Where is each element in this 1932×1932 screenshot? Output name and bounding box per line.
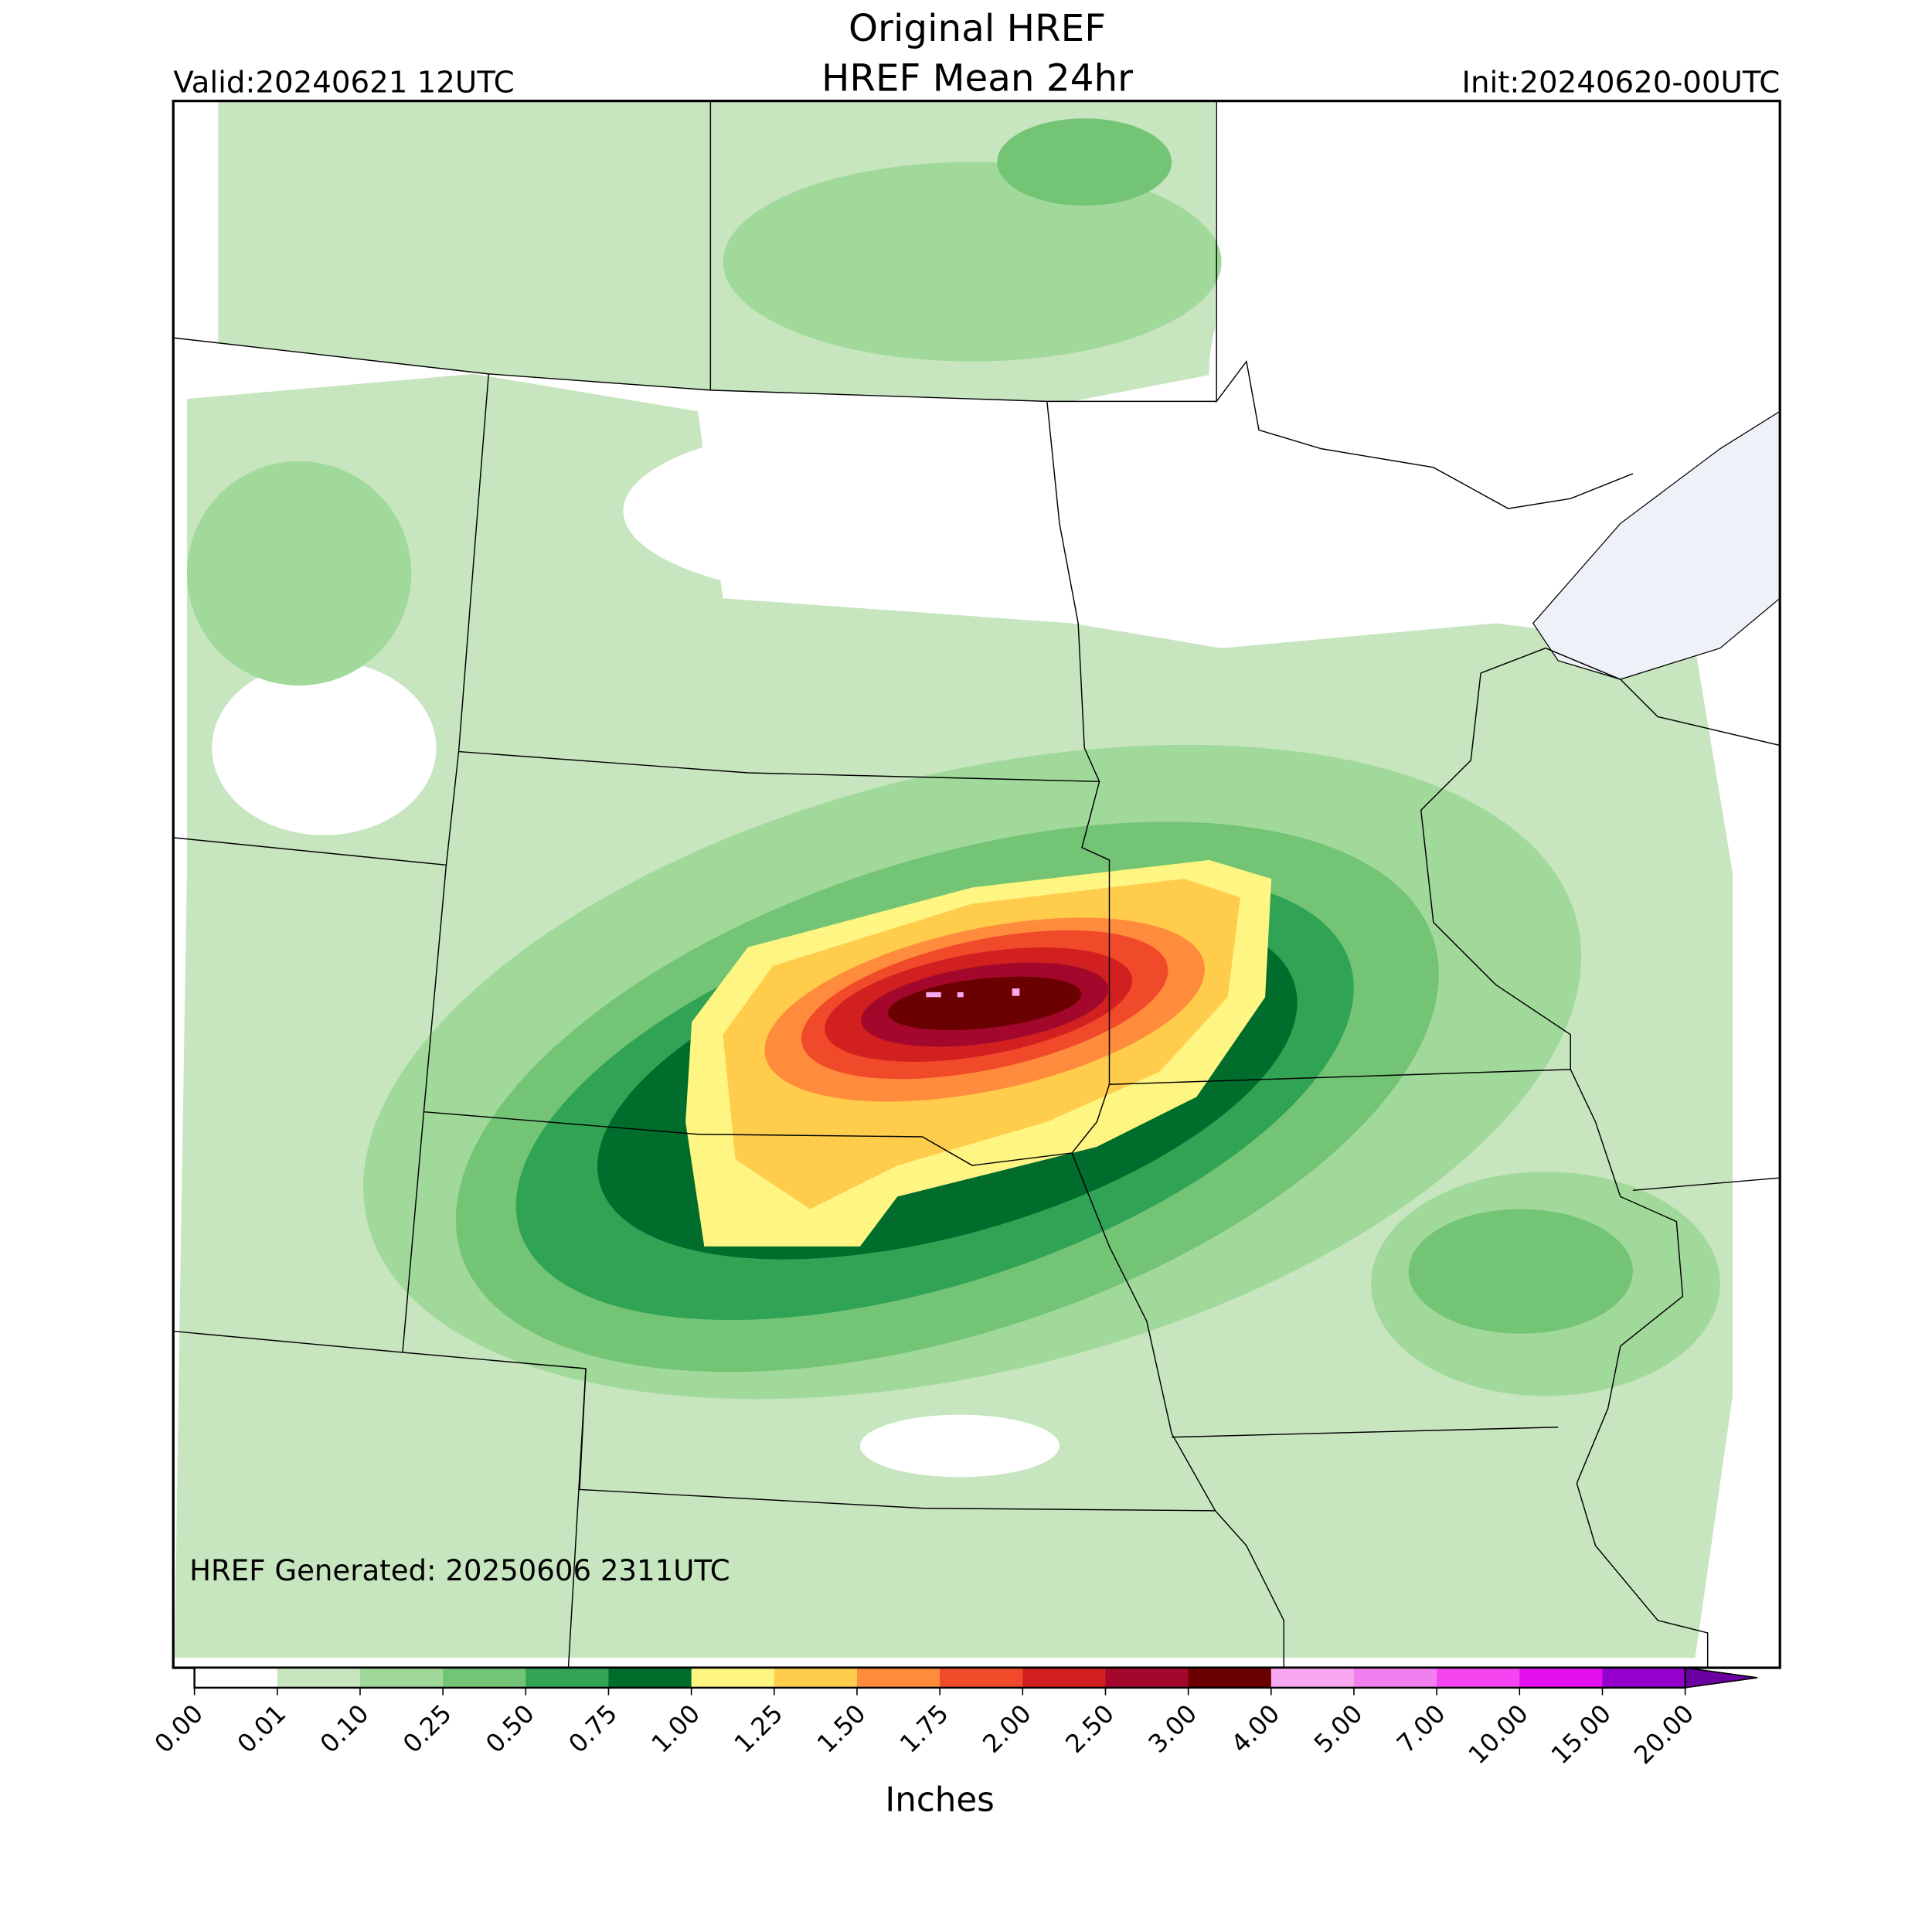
state-border bbox=[1071, 1152, 1216, 1512]
colorbar-tick-label: 2.50 bbox=[1060, 1699, 1120, 1759]
colorbar-tick-label: 4.00 bbox=[1226, 1699, 1286, 1759]
colorbar-tick-label: 0.00 bbox=[149, 1699, 209, 1759]
colorbar-bin bbox=[1022, 1668, 1106, 1688]
state-border bbox=[1172, 1427, 1559, 1438]
colorbar-tick-label: 20.00 bbox=[1628, 1699, 1699, 1770]
colorbar-label: Inches bbox=[885, 1781, 994, 1820]
valid-time: Valid:20240621 12UTC bbox=[173, 65, 514, 100]
colorbar-tick-label: 15.00 bbox=[1546, 1699, 1617, 1770]
colorbar-bin bbox=[1188, 1668, 1272, 1688]
colorbar-bin bbox=[359, 1668, 444, 1688]
precip-area bbox=[212, 660, 437, 835]
precip-area bbox=[1408, 1209, 1633, 1334]
colorbar-tick-label: 0.75 bbox=[563, 1699, 623, 1759]
colorbar-bin bbox=[1602, 1668, 1686, 1688]
precip-area bbox=[997, 118, 1172, 206]
colorbar-tick-label: 0.01 bbox=[232, 1699, 292, 1759]
colorbar: 0.00 0.01 0.10 0.25 0.50 0.75 1.00 1.25 1.50 1.75… bbox=[149, 1666, 1758, 1770]
state-border bbox=[1480, 647, 1781, 747]
precip-area bbox=[623, 423, 1122, 599]
borders bbox=[173, 100, 1781, 1668]
state-border bbox=[1420, 672, 1709, 1668]
state-border bbox=[1632, 1177, 1781, 1192]
precip-area bbox=[1209, 149, 1781, 599]
precip-area bbox=[723, 162, 1222, 362]
generated-note: HREF Generated: 20250606 2311UTC bbox=[189, 1554, 730, 1587]
lake bbox=[1532, 410, 1781, 680]
state-border bbox=[458, 750, 1100, 783]
init-time: Init:20240620-00UTC bbox=[1462, 65, 1781, 100]
precip-area bbox=[957, 992, 964, 998]
precip-area bbox=[1012, 988, 1020, 996]
colorbar-tick-label: 0.10 bbox=[315, 1699, 375, 1759]
title: Original HREF bbox=[849, 7, 1106, 50]
colorbar-bin bbox=[443, 1668, 526, 1688]
precip-field bbox=[174, 102, 1781, 1658]
colorbar-tick-label: 0.25 bbox=[397, 1699, 457, 1759]
colorbar-tick-label: 2.00 bbox=[977, 1699, 1037, 1759]
colorbar-bin bbox=[194, 1668, 278, 1688]
state-border bbox=[1216, 100, 1634, 509]
colorbar-extend bbox=[1684, 1667, 1758, 1689]
colorbar-tick-label: 0.50 bbox=[480, 1699, 540, 1759]
colorbar-bin bbox=[1270, 1668, 1355, 1688]
colorbar-bin bbox=[1353, 1668, 1437, 1688]
colorbar-tick-label: 1.75 bbox=[894, 1699, 954, 1759]
colorbar-bin bbox=[774, 1668, 858, 1688]
precip-area bbox=[859, 1414, 1060, 1478]
colorbar-bin bbox=[1105, 1668, 1189, 1688]
colorbar-bin bbox=[277, 1668, 361, 1688]
colorbar-tick-label: 5.00 bbox=[1308, 1699, 1369, 1759]
colorbar-tick-label: 10.00 bbox=[1463, 1699, 1534, 1770]
state-border bbox=[1046, 401, 1111, 1085]
colorbar-bin bbox=[1519, 1668, 1603, 1688]
colorbar-bin bbox=[691, 1668, 775, 1688]
colorbar-bin bbox=[526, 1668, 609, 1688]
state-border bbox=[1109, 1069, 1571, 1085]
subtitle: HREF Mean 24hr bbox=[821, 57, 1133, 100]
colorbar-bin bbox=[940, 1668, 1023, 1688]
state-border bbox=[423, 1083, 1111, 1166]
precip-area bbox=[186, 461, 412, 686]
colorbar-bin bbox=[856, 1668, 940, 1688]
colorbar-tick-label: 1.25 bbox=[729, 1699, 789, 1759]
colorbar-tick-label: 7.00 bbox=[1391, 1699, 1451, 1759]
precip-area bbox=[926, 992, 941, 998]
precip-area bbox=[888, 976, 1082, 1031]
state-border bbox=[173, 865, 447, 1353]
colorbar-tick-label: 1.00 bbox=[646, 1699, 706, 1759]
colorbar-bin bbox=[608, 1668, 692, 1688]
colorbar-bin bbox=[1437, 1668, 1520, 1688]
precip-area bbox=[1159, 511, 1459, 636]
colorbar-tick-label: 1.50 bbox=[811, 1699, 872, 1759]
colorbar-tick-label: 3.00 bbox=[1143, 1699, 1203, 1759]
colorbar-frame bbox=[193, 1666, 1686, 1689]
